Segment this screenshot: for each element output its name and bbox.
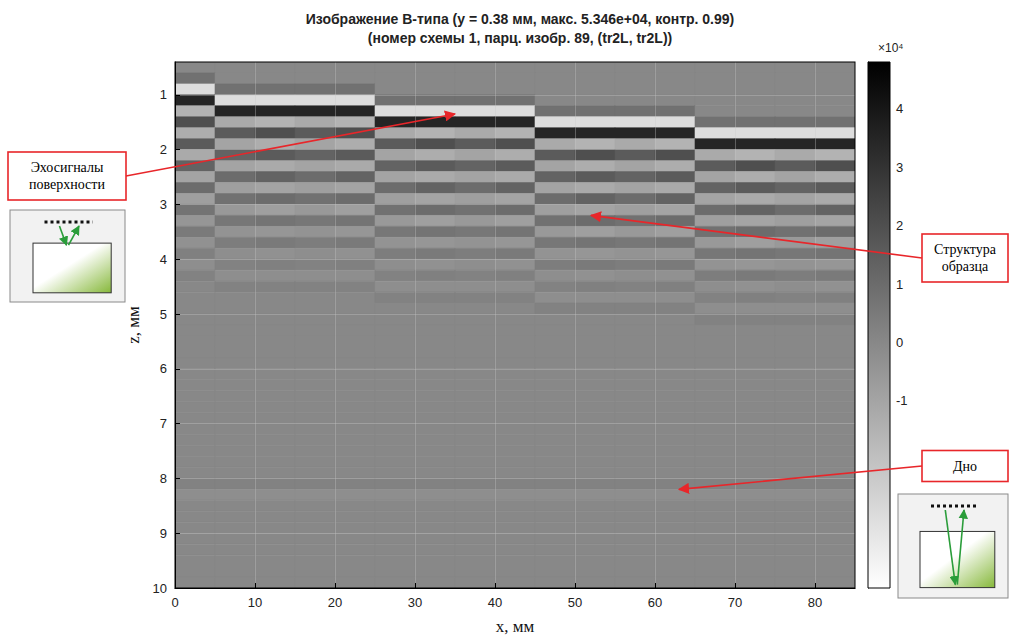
svg-text:z, мм: z, мм [124,306,143,344]
svg-text:x, мм: x, мм [496,617,535,636]
svg-text:×10⁴: ×10⁴ [878,41,904,55]
svg-text:70: 70 [728,595,742,610]
svg-text:2: 2 [160,142,167,157]
svg-text:50: 50 [568,595,582,610]
svg-text:3: 3 [896,160,903,175]
svg-text:20: 20 [328,595,342,610]
svg-text:(номер схемы 1, парц. изобр. 8: (номер схемы 1, парц. изобр. 89, (tr2L, … [368,30,672,46]
svg-text:60: 60 [648,595,662,610]
svg-text:Структура: Структура [934,242,997,257]
svg-text:80: 80 [808,595,822,610]
svg-text:10: 10 [153,581,167,596]
svg-text:2: 2 [896,218,903,233]
svg-text:8: 8 [160,471,167,486]
svg-text:Изображение B-типа (y = 0.38 м: Изображение B-типа (y = 0.38 мм, макс. 5… [306,11,735,27]
svg-text:10: 10 [248,595,262,610]
svg-text:Дно: Дно [953,459,977,474]
svg-text:40: 40 [488,595,502,610]
svg-text:0: 0 [171,595,178,610]
svg-text:образца: образца [942,259,989,274]
svg-text:9: 9 [160,526,167,541]
svg-text:1: 1 [160,87,167,102]
svg-text:Эхосигналы: Эхосигналы [31,160,104,175]
svg-text:0: 0 [896,335,903,350]
svg-text:-1: -1 [896,393,908,408]
svg-text:4: 4 [896,101,903,116]
svg-text:4: 4 [160,252,167,267]
svg-text:30: 30 [408,595,422,610]
svg-text:6: 6 [160,361,167,376]
svg-text:7: 7 [160,416,167,431]
svg-text:5: 5 [160,307,167,322]
svg-text:3: 3 [160,197,167,212]
svg-text:1: 1 [896,277,903,292]
svg-text:поверхности: поверхности [29,177,105,192]
